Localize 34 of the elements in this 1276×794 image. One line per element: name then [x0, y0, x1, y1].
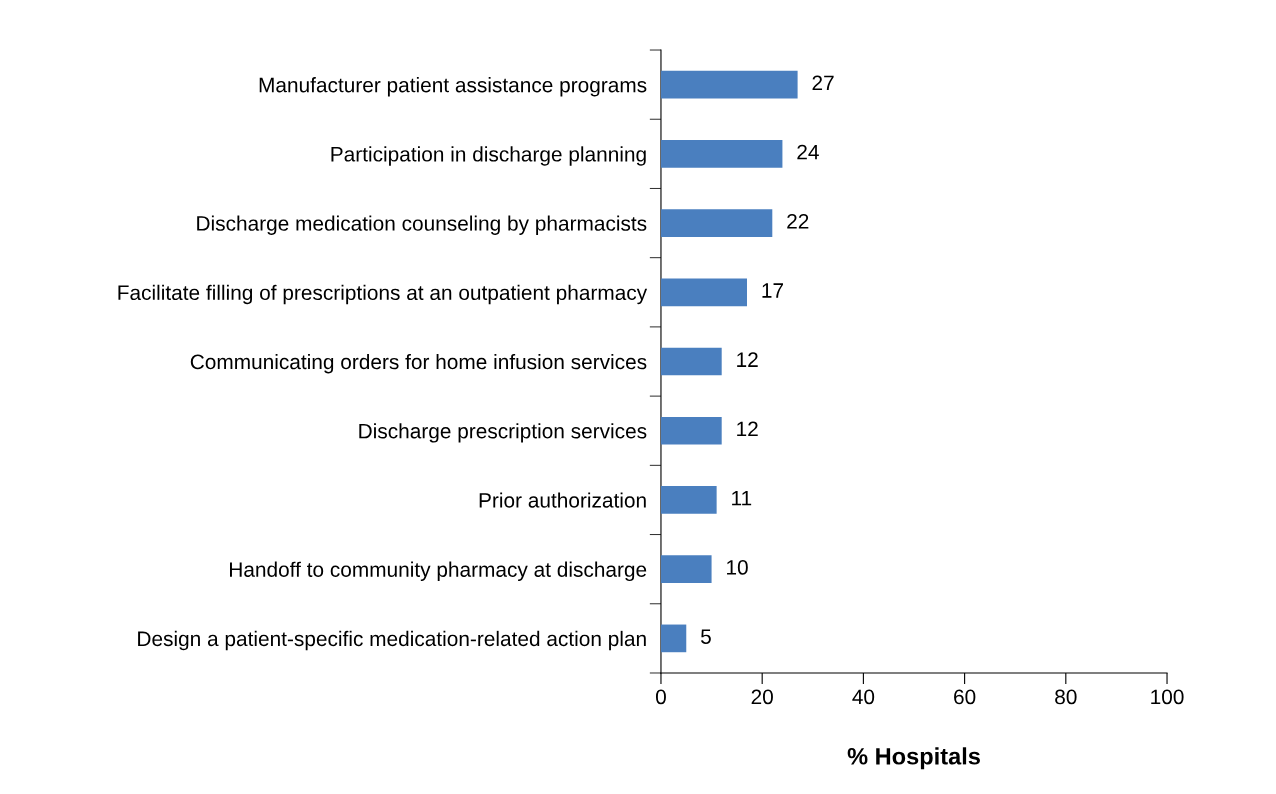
y-tick-label: Facilitate filling of prescriptions at an outpatient pharmacy	[118, 284, 648, 305]
y-tick-label: Discharge medication counseling by pharmacists	[197, 215, 647, 235]
data-label: 27	[812, 75, 834, 91]
data-label: 5	[700, 629, 711, 644]
bar	[660, 140, 783, 168]
x-tick-label: 100	[1151, 689, 1184, 705]
data-label: 17	[762, 283, 784, 298]
data-label: 24	[797, 144, 819, 160]
data-label: 10	[727, 560, 748, 575]
data-label: 11	[732, 491, 752, 506]
y-tick-label: Communicating orders for home infusion services	[190, 353, 647, 374]
x-axis-title: % Hospitals	[847, 747, 980, 770]
y-tick-label: Design a patient-specific medication-related action plan	[138, 630, 646, 651]
data-label: 12	[737, 352, 758, 367]
y-tick-label: Handoff to community pharmacy at discharge	[230, 561, 647, 582]
x-tick-label: 60	[954, 689, 976, 705]
x-tick-label: 0	[655, 689, 666, 705]
data-label: 22	[787, 213, 809, 229]
x-tick-label: 80	[1055, 689, 1077, 705]
bar	[660, 209, 773, 237]
bar	[660, 486, 717, 514]
bar	[660, 416, 722, 445]
y-tick-label: Participation in discharge planning	[331, 146, 646, 166]
bar	[660, 278, 747, 307]
y-tick-label: Discharge prescription services	[359, 423, 647, 443]
bar	[660, 70, 798, 99]
x-tick-label: 20	[751, 689, 773, 705]
y-tick-label: Manufacturer patient assistance programs	[259, 77, 647, 97]
bar	[660, 347, 722, 376]
y-tick-label: Prior authorization	[479, 492, 646, 508]
data-label: 12	[737, 421, 758, 437]
bar	[660, 624, 687, 653]
bar	[660, 555, 712, 584]
x-tick-label: 40	[852, 689, 875, 705]
